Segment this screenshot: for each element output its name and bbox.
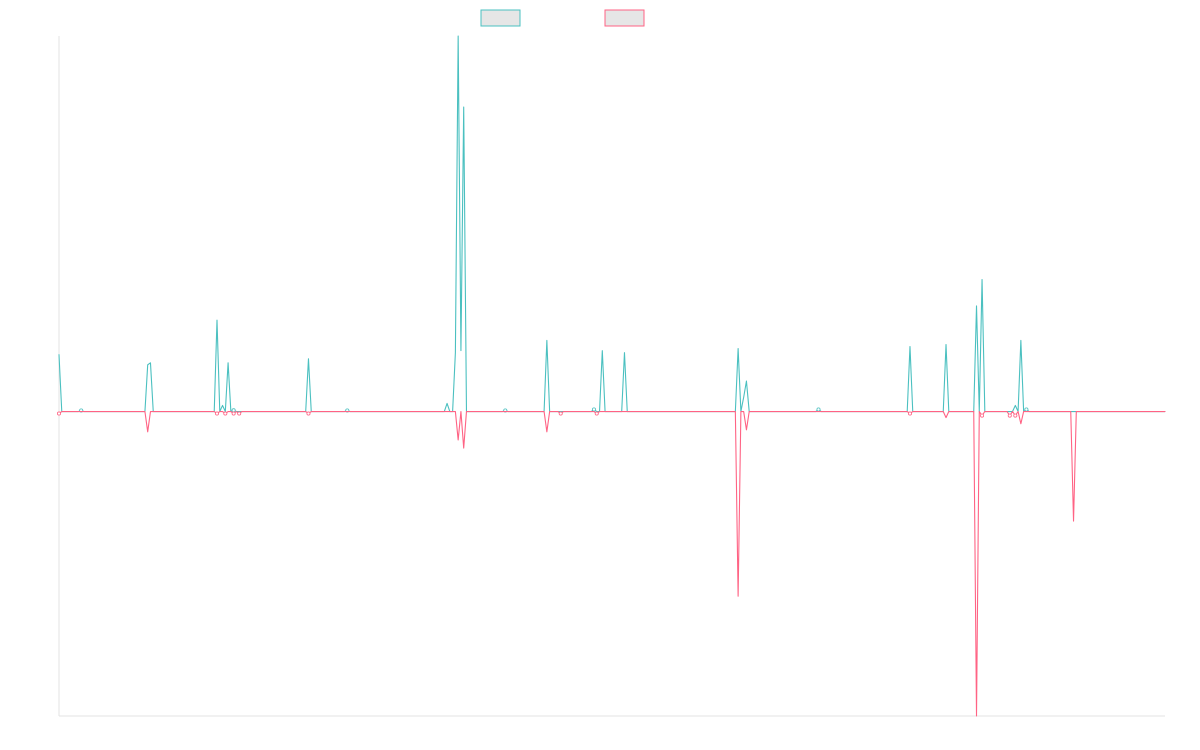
series-1-point bbox=[1024, 407, 1029, 412]
legend[interactable] bbox=[480, 9, 645, 27]
series-2-point bbox=[907, 411, 912, 416]
series-2 bbox=[57, 410, 1166, 717]
series-2-point bbox=[594, 411, 599, 416]
series-1-line bbox=[58, 35, 1166, 413]
series-2-point bbox=[1007, 413, 1012, 418]
series-2-line bbox=[58, 410, 1166, 717]
series-1-point bbox=[231, 408, 236, 413]
series-2-point bbox=[214, 411, 219, 416]
series-layer bbox=[57, 35, 1166, 717]
series-2-point bbox=[306, 411, 311, 416]
series-2-point bbox=[231, 411, 236, 416]
series-1-point bbox=[816, 407, 821, 412]
series-2-point bbox=[57, 411, 62, 416]
series-2-point bbox=[237, 411, 242, 416]
axes bbox=[58, 36, 1165, 717]
series-2-point bbox=[1013, 413, 1018, 418]
series-2-point bbox=[223, 411, 228, 416]
series-1 bbox=[58, 35, 1166, 413]
legend-swatch-series-2[interactable] bbox=[604, 9, 645, 27]
series-1-point bbox=[591, 407, 596, 412]
series-2-point bbox=[980, 413, 985, 418]
series-2-point bbox=[558, 411, 563, 416]
legend-swatch-series-1[interactable] bbox=[480, 9, 521, 27]
